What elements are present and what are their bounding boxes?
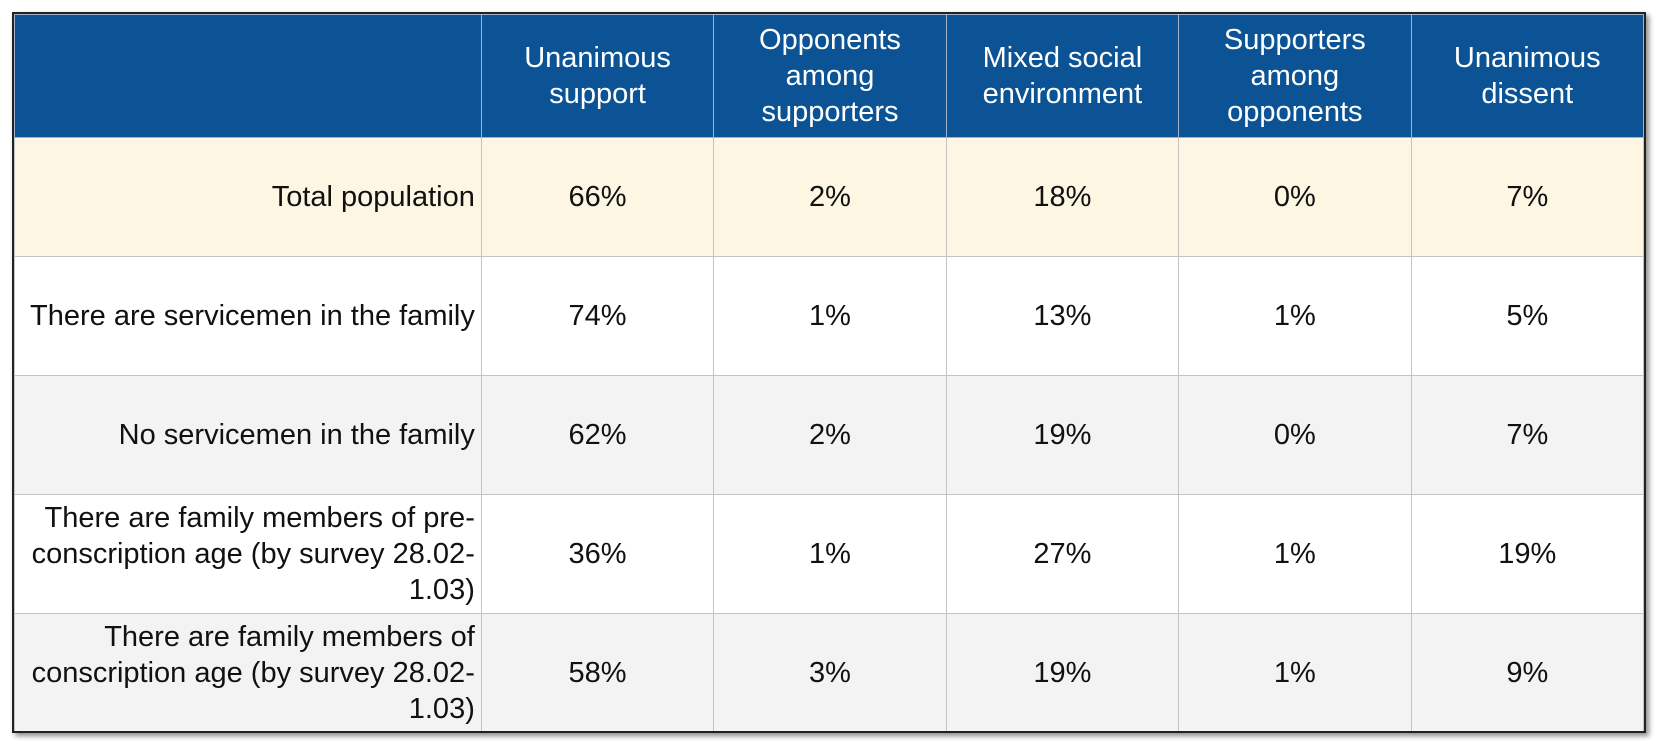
value-cell: 0%: [1178, 137, 1412, 257]
value-cell: 19%: [1410, 494, 1644, 614]
data-table: Unanimous support Opponents among suppor…: [14, 14, 1644, 731]
value-cell: 0%: [1178, 375, 1412, 495]
value-cell: 58%: [480, 613, 715, 731]
value-cell: 9%: [1410, 613, 1644, 731]
header-cell-unanimous-support: Unanimous support: [480, 14, 715, 138]
header-cell-opponents-among-supporters: Opponents among supporters: [713, 14, 947, 138]
value-cell: 2%: [713, 137, 947, 257]
value-cell: 27%: [945, 494, 1180, 614]
value-cell: 1%: [1178, 494, 1412, 614]
value-cell: 7%: [1410, 375, 1644, 495]
header-cell-unanimous-dissent: Unanimous dissent: [1410, 14, 1644, 138]
header-row: Unanimous support Opponents among suppor…: [14, 14, 1644, 138]
header-cell-supporters-among-opponents: Supporters among opponents: [1178, 14, 1412, 138]
value-cell: 13%: [945, 256, 1180, 376]
table-row: Total population 66% 2% 18% 0% 7%: [14, 137, 1644, 257]
value-cell: 19%: [945, 375, 1180, 495]
table-row: No servicemen in the family 62% 2% 19% 0…: [14, 375, 1644, 495]
value-cell: 1%: [713, 494, 947, 614]
row-label: There are family members of pre-conscrip…: [14, 494, 482, 614]
value-cell: 36%: [480, 494, 715, 614]
value-cell: 66%: [480, 137, 715, 257]
row-label: No servicemen in the family: [14, 375, 482, 495]
value-cell: 7%: [1410, 137, 1644, 257]
table-row: There are family members of conscription…: [14, 613, 1644, 731]
header-cell-corner: [14, 14, 482, 138]
value-cell: 1%: [1178, 256, 1412, 376]
value-cell: 1%: [1178, 613, 1412, 731]
data-table-frame: Unanimous support Opponents among suppor…: [12, 12, 1646, 733]
table-row: There are servicemen in the family 74% 1…: [14, 256, 1644, 376]
row-label: There are servicemen in the family: [14, 256, 482, 376]
value-cell: 19%: [945, 613, 1180, 731]
row-label: Total population: [14, 137, 482, 257]
value-cell: 18%: [945, 137, 1180, 257]
value-cell: 74%: [480, 256, 715, 376]
value-cell: 5%: [1410, 256, 1644, 376]
value-cell: 1%: [713, 256, 947, 376]
value-cell: 2%: [713, 375, 947, 495]
table-row: There are family members of pre-conscrip…: [14, 494, 1644, 614]
value-cell: 3%: [713, 613, 947, 731]
row-label: There are family members of conscription…: [14, 613, 482, 731]
header-cell-mixed-social-environment: Mixed social environment: [945, 14, 1180, 138]
table-body: Total population 66% 2% 18% 0% 7% There …: [14, 137, 1644, 731]
value-cell: 62%: [480, 375, 715, 495]
table-header: Unanimous support Opponents among suppor…: [14, 14, 1644, 138]
